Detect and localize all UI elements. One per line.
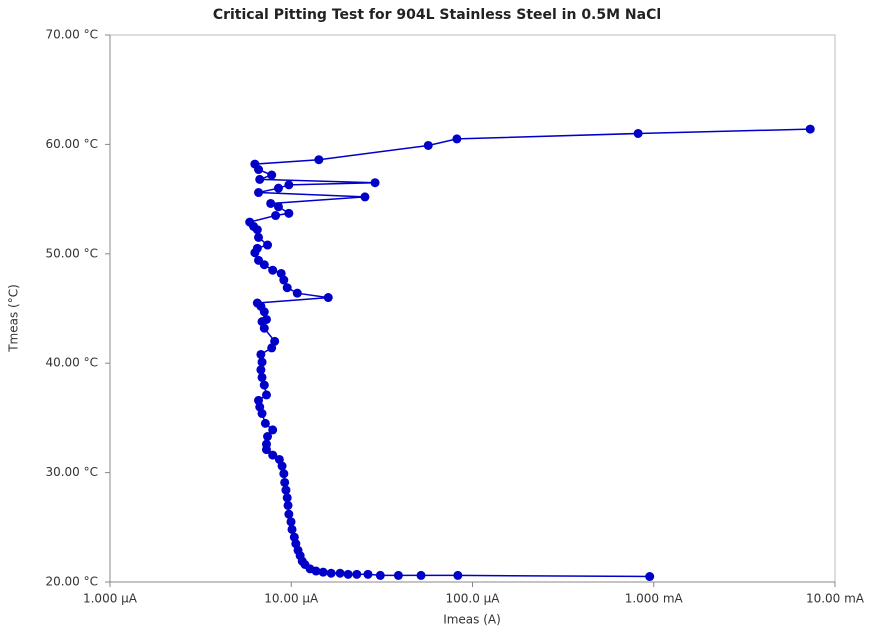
data-point xyxy=(254,232,264,242)
data-point xyxy=(423,140,433,150)
y-tick-label: 50.00 °C xyxy=(45,246,98,260)
data-point xyxy=(284,208,294,218)
plot-area xyxy=(109,34,836,583)
y-tick-label: 40.00 °C xyxy=(45,356,98,370)
data-point xyxy=(256,349,266,359)
x-tick-label: 10.00 mA xyxy=(806,592,865,606)
data-point xyxy=(352,569,362,579)
data-point xyxy=(268,265,278,275)
data-point xyxy=(263,240,273,250)
data-point xyxy=(645,572,655,582)
data-point xyxy=(284,509,294,519)
y-tick-label: 20.00 °C xyxy=(45,575,98,589)
data-point xyxy=(254,395,264,405)
data-point xyxy=(273,183,283,193)
data-point xyxy=(292,288,302,298)
data-point xyxy=(318,567,328,577)
x-tick-label: 10.00 µA xyxy=(264,592,319,606)
data-point xyxy=(274,454,284,464)
data-point xyxy=(452,134,462,144)
data-point xyxy=(363,569,373,579)
data-point xyxy=(289,532,299,542)
data-point xyxy=(284,180,294,190)
data-point xyxy=(335,568,345,578)
data-point xyxy=(261,390,271,400)
y-tick-label: 70.00 °C xyxy=(45,28,98,42)
data-point xyxy=(282,493,292,503)
data-point xyxy=(375,570,385,580)
data-point xyxy=(255,174,265,184)
data-point xyxy=(266,198,276,208)
x-tick-label: 1.000 µA xyxy=(83,592,138,606)
data-point xyxy=(805,124,815,134)
data-point xyxy=(416,570,426,580)
data-point xyxy=(283,500,293,510)
y-tick-label: 30.00 °C xyxy=(45,465,98,479)
data-point xyxy=(263,431,273,441)
data-point xyxy=(250,159,260,169)
data-point xyxy=(260,418,270,428)
data-point xyxy=(254,188,264,198)
data-point xyxy=(256,365,266,375)
x-axis-label: Imeas (A) xyxy=(443,613,501,627)
data-point xyxy=(326,568,336,578)
data-point xyxy=(276,268,286,278)
data-point xyxy=(259,380,269,390)
data-point xyxy=(280,477,290,487)
data-point xyxy=(270,336,280,346)
x-tick-label: 1.000 mA xyxy=(625,592,684,606)
data-point xyxy=(323,293,333,303)
data-point xyxy=(287,524,297,534)
data-point xyxy=(273,202,283,212)
data-point xyxy=(268,425,278,435)
data-point xyxy=(261,314,271,324)
data-point xyxy=(257,372,267,382)
data-point xyxy=(271,211,281,221)
data-point xyxy=(257,357,267,367)
data-point xyxy=(633,128,643,138)
data-point xyxy=(279,469,289,479)
data-point xyxy=(252,298,262,308)
data-point xyxy=(393,570,403,580)
data-point xyxy=(252,243,262,253)
data-point xyxy=(268,450,278,460)
y-tick-label: 60.00 °C xyxy=(45,137,98,151)
data-point xyxy=(343,569,353,579)
data-point xyxy=(453,570,463,580)
data-point xyxy=(286,517,296,527)
data-point xyxy=(254,255,264,265)
y-axis-label: Tmeas (°C) xyxy=(7,284,21,353)
data-point xyxy=(370,178,380,188)
data-point xyxy=(281,485,291,495)
data-point xyxy=(261,439,271,449)
data-point xyxy=(267,170,277,180)
data-point xyxy=(360,192,370,202)
data-point xyxy=(282,283,292,293)
chart-title: Critical Pitting Test for 904L Stainless… xyxy=(213,7,661,23)
data-point xyxy=(245,217,255,227)
data-point xyxy=(314,155,324,165)
x-tick-label: 100.0 µA xyxy=(445,592,500,606)
